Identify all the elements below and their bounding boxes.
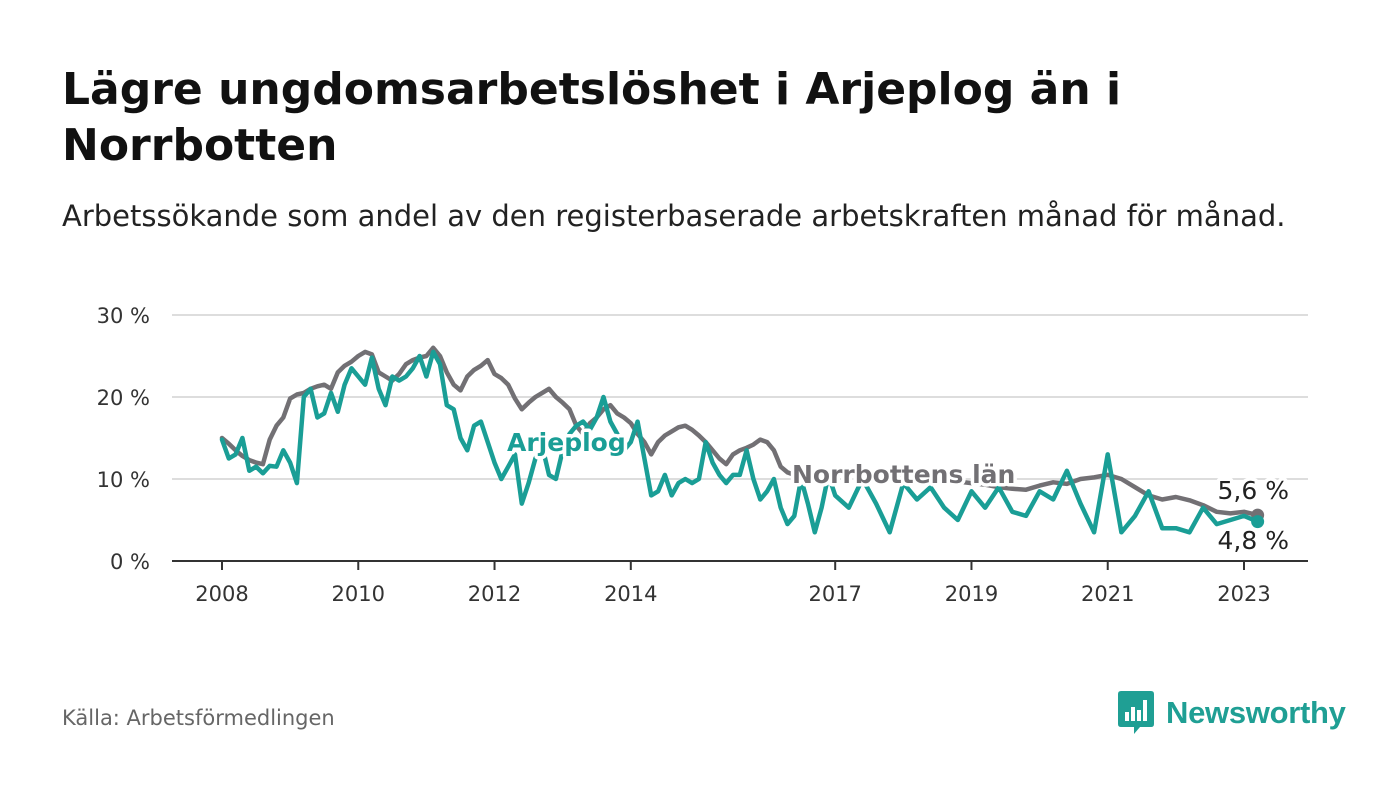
- series-labels: Arjeplog Norrbottens län 5,6 % 4,8 %: [504, 425, 1293, 559]
- newsworthy-logo: Newsworthy: [1118, 690, 1346, 736]
- x-tick-label-2017: 2017: [808, 582, 861, 606]
- x-tick-label-2019: 2019: [945, 582, 998, 606]
- x-tick-label-2021: 2021: [1081, 582, 1134, 606]
- series-lines: [219, 345, 1265, 535]
- end-value-arjeplog: 4,8 %: [1218, 526, 1289, 555]
- brand-name: Newsworthy: [1166, 695, 1346, 730]
- x-tick-label-2012: 2012: [468, 582, 521, 606]
- x-tick-label-2008: 2008: [195, 582, 248, 606]
- newsworthy-chart-icon: [1118, 691, 1154, 734]
- y-tick-label-30: 30 %: [97, 304, 150, 328]
- source-note: Källa: Arbetsförmedlingen: [62, 706, 335, 730]
- series-label-arjeplog: Arjeplog: [507, 428, 626, 457]
- y-tick-label-0: 0 %: [110, 550, 150, 574]
- x-axis-ticks: 2008 2010 2012 2014 2017 2019 2021 2023: [195, 561, 1271, 606]
- y-tick-label-20: 20 %: [97, 386, 150, 410]
- x-tick-label-2014: 2014: [604, 582, 657, 606]
- chart-title: Lägre ungdomsarbetslöshet i Arjeplog än …: [62, 64, 1122, 171]
- x-tick-label-2023: 2023: [1217, 582, 1270, 606]
- y-axis-labels: 0 % 10 % 20 % 30 %: [97, 304, 150, 574]
- line-chart: 0 % 10 % 20 % 30 % 2008 2010 2012 2014 2017 2019…: [97, 304, 1308, 606]
- series-line-arjeplog: [219, 349, 1260, 535]
- end-point-1: [1251, 515, 1265, 529]
- chart-subtitle: Arbetssökande som andel av den registerb…: [62, 199, 1286, 233]
- end-value-norrbotten: 5,6 %: [1218, 476, 1289, 505]
- x-tick-label-2010: 2010: [332, 582, 385, 606]
- y-tick-label-10: 10 %: [97, 468, 150, 492]
- series-label-norrbottens-lan: Norrbottens län: [792, 460, 1015, 489]
